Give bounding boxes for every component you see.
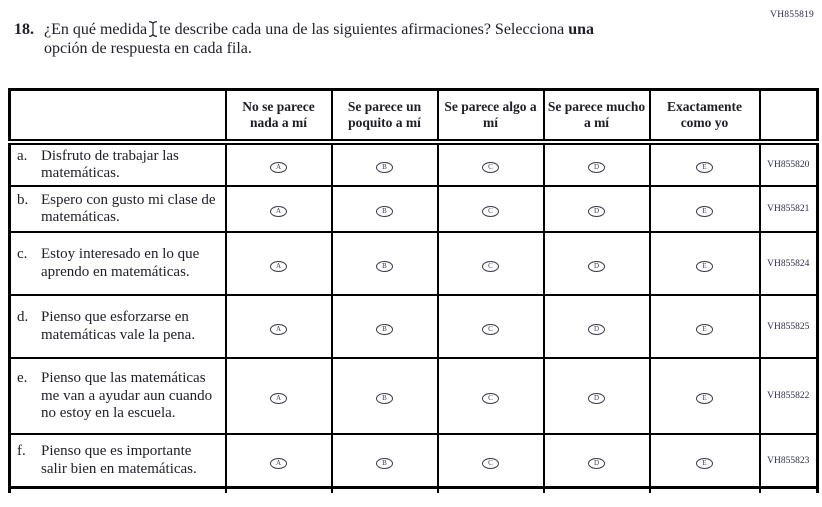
- question-block: 18. ¿En qué medida te describe cada una d…: [14, 20, 762, 58]
- ibeam-cursor-icon: [148, 21, 158, 37]
- option-bubble-b[interactable]: B: [376, 323, 393, 335]
- table-row-a: a. Disfruto de trabajar las matemáticas. …: [8, 140, 819, 188]
- option-bubble-d[interactable]: D: [588, 457, 605, 469]
- table-row-e: e. Pienso que las matemáticas me van a ay…: [8, 357, 819, 436]
- question-text: ¿En qué medida te describe cada una de la…: [44, 20, 762, 58]
- header-empty: [8, 88, 227, 145]
- option-bubble-c[interactable]: C: [482, 323, 499, 335]
- question-part2: te describe cada una de las siguientes a…: [159, 21, 565, 38]
- option-bubble-a[interactable]: A: [270, 260, 287, 272]
- question-bold-word: una: [568, 21, 595, 38]
- header-row: No se parece nada a mí Se parece un poqu…: [8, 88, 819, 145]
- row-letter: c.: [17, 246, 28, 263]
- option-bubble-c[interactable]: C: [482, 161, 499, 173]
- header-not-like-me: No se parece nada a mí: [224, 88, 333, 145]
- accession-code: VH855819: [770, 10, 814, 20]
- table-row-d: d. Pienso que esforzarse en matemáticas v…: [8, 294, 819, 360]
- question-number: 18.: [14, 21, 34, 38]
- option-bubble-b[interactable]: B: [376, 206, 393, 218]
- option-bubble-c[interactable]: C: [482, 457, 499, 469]
- option-bubble-d[interactable]: D: [588, 260, 605, 272]
- question-part1: ¿En qué medida: [44, 21, 148, 38]
- table-row-c: c. Estoy interesado en lo que aprendo en …: [8, 231, 819, 297]
- row-statement: Disfruto de trabajar las matemáticas.: [41, 147, 179, 181]
- option-bubble-a[interactable]: A: [270, 323, 287, 335]
- option-bubble-a[interactable]: A: [270, 393, 287, 405]
- table-row-b: b. Espero con gusto mi clase de matemátic…: [8, 185, 819, 234]
- option-bubble-b[interactable]: B: [376, 393, 393, 405]
- option-bubble-d[interactable]: D: [588, 161, 605, 173]
- option-bubble-b[interactable]: B: [376, 161, 393, 173]
- option-bubble-a[interactable]: A: [270, 161, 287, 173]
- row-code: VH855822: [758, 357, 819, 436]
- row-letter: a.: [17, 147, 28, 164]
- row-letter: e.: [17, 370, 28, 387]
- option-bubble-e[interactable]: E: [696, 457, 713, 469]
- option-bubble-d[interactable]: D: [588, 206, 605, 218]
- row-code: VH855824: [758, 231, 819, 297]
- header-exactly-like-me: Exactamente como yo: [648, 88, 761, 145]
- row-code: VH855821: [758, 185, 819, 234]
- cut-off-row: [8, 487, 819, 494]
- row-letter: d.: [17, 309, 29, 326]
- option-bubble-b[interactable]: B: [376, 457, 393, 469]
- option-bubble-d[interactable]: D: [588, 393, 605, 405]
- row-code: VH855823: [758, 433, 819, 489]
- row-statement: Espero con gusto mi clase de matemáticas…: [41, 191, 216, 226]
- option-bubble-e[interactable]: E: [696, 260, 713, 272]
- row-statement: Pienso que es importante salir bien en m…: [41, 443, 197, 477]
- row-code: VH855825: [758, 294, 819, 360]
- table-row-f: f. Pienso que es importante salir bien en…: [8, 433, 819, 489]
- option-bubble-e[interactable]: E: [696, 393, 713, 405]
- survey-table: No se parece nada a mí Se parece un poqu…: [8, 88, 819, 494]
- option-bubble-a[interactable]: A: [270, 206, 287, 218]
- option-bubble-b[interactable]: B: [376, 260, 393, 272]
- option-bubble-c[interactable]: C: [482, 393, 499, 405]
- header-mostly-like-me: Se parece mucho a mí: [542, 88, 651, 145]
- option-bubble-e[interactable]: E: [696, 323, 713, 335]
- option-bubble-c[interactable]: C: [482, 260, 499, 272]
- row-statement: Pienso que las matemáticas me van a ayud…: [41, 370, 213, 421]
- question-line2: opción de respuesta en cada fila.: [44, 40, 252, 58]
- row-statement: Estoy interesado en lo que aprendo en ma…: [41, 246, 200, 280]
- row-letter: b.: [17, 191, 29, 208]
- row-statement: Pienso que esforzarse en matemáticas val…: [41, 309, 196, 343]
- header-code-column: [758, 88, 819, 145]
- header-somewhat-like-me: Se parece algo a mí: [436, 88, 545, 145]
- header-little-like-me: Se parece un poquito a mí: [330, 88, 439, 145]
- option-bubble-c[interactable]: C: [482, 206, 499, 218]
- row-letter: f.: [17, 443, 26, 460]
- option-bubble-d[interactable]: D: [588, 323, 605, 335]
- row-code: VH855820: [758, 140, 819, 188]
- option-bubble-e[interactable]: E: [696, 161, 713, 173]
- option-bubble-e[interactable]: E: [696, 206, 713, 218]
- option-bubble-a[interactable]: A: [270, 457, 287, 469]
